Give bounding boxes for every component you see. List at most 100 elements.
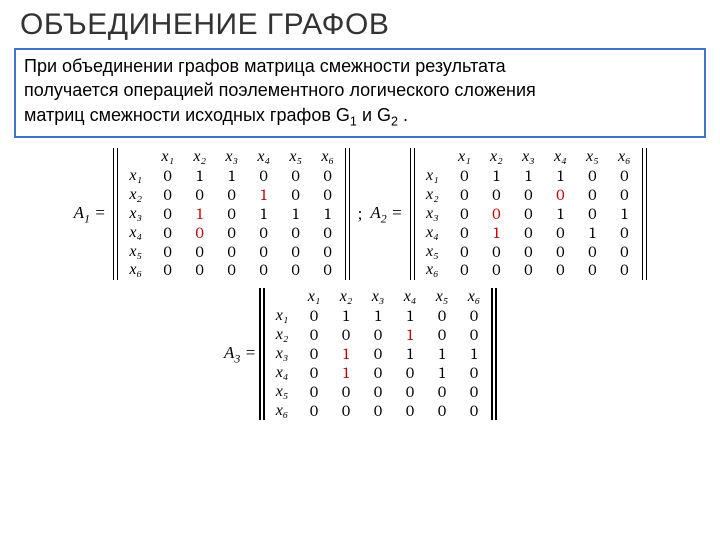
matrix-cell: 1 [426, 345, 458, 364]
matrix-cell: 0 [216, 224, 248, 243]
description-line1: При объединении графов матрица смежности… [24, 56, 506, 76]
matrix-cell: 0 [298, 345, 330, 364]
matrix-row-header: x₁ [416, 167, 448, 186]
matrix-cell: 0 [480, 205, 512, 224]
matrix-cell: 0 [248, 261, 280, 280]
matrix-cell: 0 [576, 205, 608, 224]
matrix-cell: 0 [298, 402, 330, 421]
matrix-cell: 1 [544, 167, 576, 186]
matrix-cell: 0 [248, 224, 280, 243]
matrix-cell: 1 [544, 205, 576, 224]
matrix-cell: 0 [544, 224, 576, 243]
matrix-cell: 0 [544, 186, 576, 205]
matrix-cell: 0 [394, 364, 426, 383]
matrix-cell: 1 [608, 205, 640, 224]
matrix-cell: 0 [426, 307, 458, 326]
matrix-row-header: x₂ [120, 186, 152, 205]
matrix-row-header: x₃ [120, 205, 152, 224]
matrix-cell: 0 [608, 167, 640, 186]
matrix-cell: 0 [448, 186, 480, 205]
matrix-cell: 0 [184, 243, 216, 262]
matrix-cell: 1 [330, 345, 362, 364]
matrix-col-header: x₅ [426, 288, 458, 307]
matrices-row-top: A1 = xx₁x₂x₃x₄x₅x₆x₁011000x₂000100x₃0101… [0, 148, 720, 280]
matrix-row-header: x₂ [266, 326, 298, 345]
label-a2: A2 = [368, 203, 404, 226]
matrix-cell: 0 [184, 261, 216, 280]
matrix-col-header: x₃ [216, 148, 248, 167]
description-line3c: . [398, 105, 408, 125]
matrix-cell: 0 [458, 402, 490, 421]
matrix-col-header: x₅ [280, 148, 312, 167]
matrix-cell: 0 [298, 364, 330, 383]
matrix-cell: 0 [362, 364, 394, 383]
matrix-cell: 0 [448, 224, 480, 243]
matrix-cell: 0 [576, 261, 608, 280]
matrix-cell: 0 [608, 261, 640, 280]
matrix-a1: xx₁x₂x₃x₄x₅x₆x₁011000x₂000100x₃010111x₄0… [112, 148, 352, 280]
matrix-cell: 1 [312, 205, 344, 224]
matrix-cell: 0 [280, 224, 312, 243]
matrix-col-header: x₁ [298, 288, 330, 307]
matrix-col-header: x₄ [394, 288, 426, 307]
matrix-row-header: x₂ [416, 186, 448, 205]
matrix-row-header: x₅ [266, 383, 298, 402]
matrix-cell: 1 [330, 364, 362, 383]
matrix-cell: 0 [312, 186, 344, 205]
matrix-cell: 1 [426, 364, 458, 383]
matrix-cell: 0 [152, 167, 184, 186]
matrix-row-header: x₆ [416, 261, 448, 280]
matrix-row-header: x₄ [120, 224, 152, 243]
matrix-cell: 0 [394, 383, 426, 402]
matrix-cell: 0 [426, 402, 458, 421]
matrix-cell: 1 [576, 224, 608, 243]
matrix-cell: 0 [362, 402, 394, 421]
matrix-cell: 0 [280, 186, 312, 205]
matrix-cell: 0 [458, 307, 490, 326]
matrix-cell: 0 [216, 261, 248, 280]
matrix-cell: 0 [394, 402, 426, 421]
matrix-col-header: x₅ [576, 148, 608, 167]
matrix-cell: 1 [248, 205, 280, 224]
matrix-cell: 0 [280, 243, 312, 262]
matrix-cell: 0 [152, 186, 184, 205]
matrix-cell: 0 [152, 205, 184, 224]
matrix-col-header: x₂ [330, 288, 362, 307]
description-line3b: и G [357, 105, 391, 125]
matrix-row-header: x₃ [416, 205, 448, 224]
matrix-cell: 0 [426, 383, 458, 402]
matrix-cell: 0 [298, 383, 330, 402]
matrix-cell: 0 [248, 243, 280, 262]
matrix-col-header: x₂ [184, 148, 216, 167]
matrix-cell: 0 [280, 167, 312, 186]
matrix-cell: 0 [512, 243, 544, 262]
matrix-cell: 0 [480, 261, 512, 280]
matrix-cell: 1 [362, 307, 394, 326]
matrix-cell: 0 [576, 186, 608, 205]
matrix-cell: 0 [280, 261, 312, 280]
matrix-cell: 0 [330, 326, 362, 345]
matrix-cell: 0 [298, 307, 330, 326]
matrix-a3: xx₁x₂x₃x₄x₅x₆x₁011100x₂000100x₃010111x₄0… [258, 288, 498, 420]
matrix-cell: 0 [512, 205, 544, 224]
matrix-cell: 1 [480, 224, 512, 243]
matrix-col-header: x₁ [152, 148, 184, 167]
matrix-cell: 0 [330, 383, 362, 402]
matrix-cell: 1 [394, 345, 426, 364]
matrix-cell: 1 [248, 186, 280, 205]
matrix-cell: 1 [330, 307, 362, 326]
matrix-cell: 0 [608, 243, 640, 262]
matrix-cell: 1 [184, 167, 216, 186]
matrix-row-header: x₁ [266, 307, 298, 326]
matrix-cell: 0 [216, 243, 248, 262]
description-line2: получается операцией поэлементного логич… [24, 80, 536, 100]
matrix-cell: 0 [608, 224, 640, 243]
matrix-col-header: x₄ [248, 148, 280, 167]
matrix-cell: 0 [216, 186, 248, 205]
matrix-cell: 0 [312, 261, 344, 280]
matrix-cell: 0 [480, 243, 512, 262]
matrix-cell: 0 [152, 224, 184, 243]
matrix-cell: 0 [312, 224, 344, 243]
matrix-cell: 0 [312, 167, 344, 186]
matrix-cell: 0 [362, 345, 394, 364]
